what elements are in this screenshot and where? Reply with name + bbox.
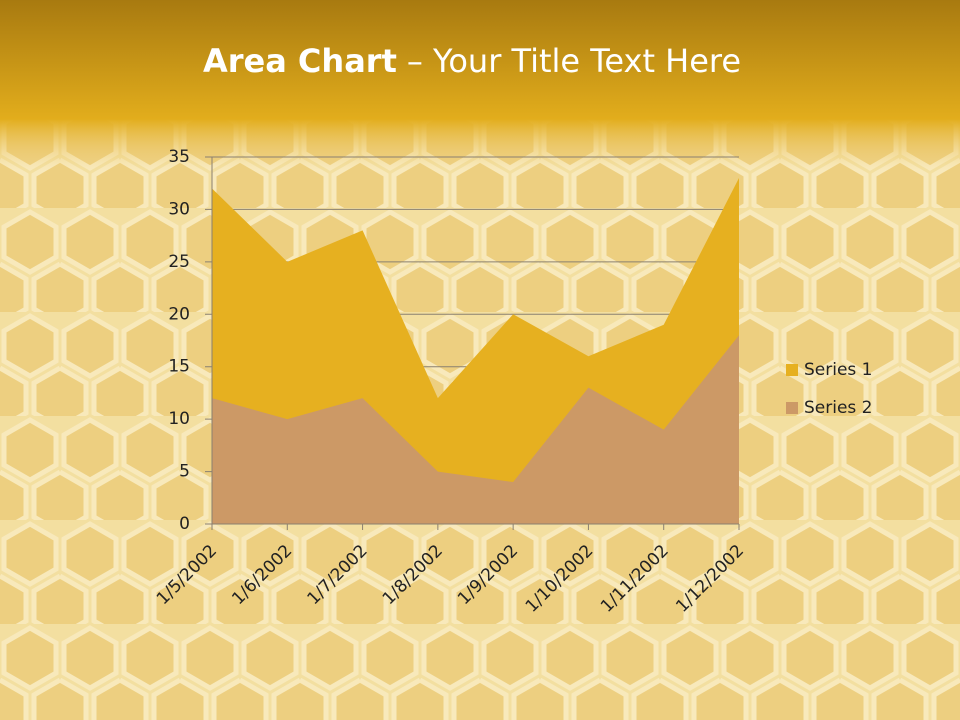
legend-swatch	[786, 364, 798, 376]
title-bold: Area Chart	[203, 42, 397, 80]
y-tick-label: 10	[168, 409, 190, 429]
legend-label: Series 1	[804, 360, 873, 380]
y-tick-label: 5	[179, 462, 190, 482]
y-tick-label: 25	[168, 252, 190, 272]
title-rest: – Your Title Text Here	[407, 42, 741, 80]
header-band	[0, 0, 960, 170]
y-tick-label: 20	[168, 304, 190, 324]
area	[212, 335, 739, 524]
slide-title: Area Chart – Your Title Text Here	[203, 42, 741, 80]
y-tick-label: 0	[179, 514, 190, 534]
y-tick-label: 15	[168, 357, 190, 377]
legend-swatch	[786, 402, 798, 414]
legend-label: Series 2	[804, 398, 873, 418]
y-tick-label: 35	[168, 147, 190, 167]
y-tick-label: 30	[168, 199, 190, 219]
